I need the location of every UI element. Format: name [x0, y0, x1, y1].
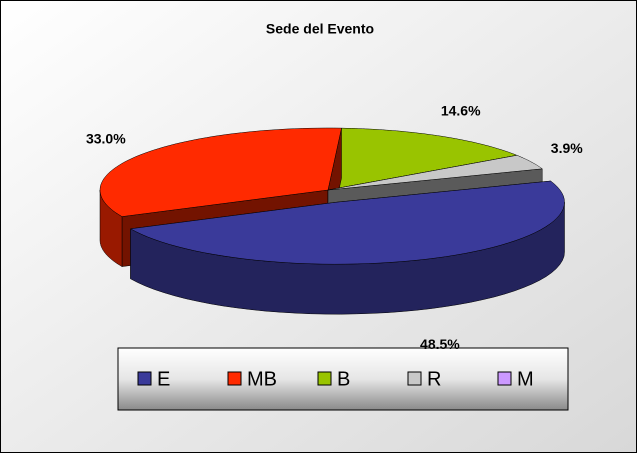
data-label: 3.9%	[551, 140, 583, 156]
data-label: 33.0%	[86, 130, 126, 146]
legend-label: B	[337, 368, 350, 390]
legend-swatch	[407, 371, 422, 386]
slice	[99, 127, 342, 217]
data-label: 48.5%	[420, 336, 460, 352]
legend-swatch	[317, 371, 332, 386]
legend-box	[117, 347, 569, 411]
slice	[129, 180, 565, 265]
legend-swatch	[137, 371, 152, 386]
chart-title: Sede del Evento	[266, 21, 374, 37]
legend-swatch	[227, 371, 242, 386]
data-label: 14.6%	[441, 103, 481, 119]
slice	[327, 155, 543, 191]
legend-label: R	[427, 368, 441, 390]
legend-label: M	[517, 368, 534, 390]
legend-swatch	[497, 371, 512, 386]
legend-label: MB	[247, 368, 277, 390]
legend-label: E	[157, 368, 170, 390]
slice	[327, 127, 518, 191]
